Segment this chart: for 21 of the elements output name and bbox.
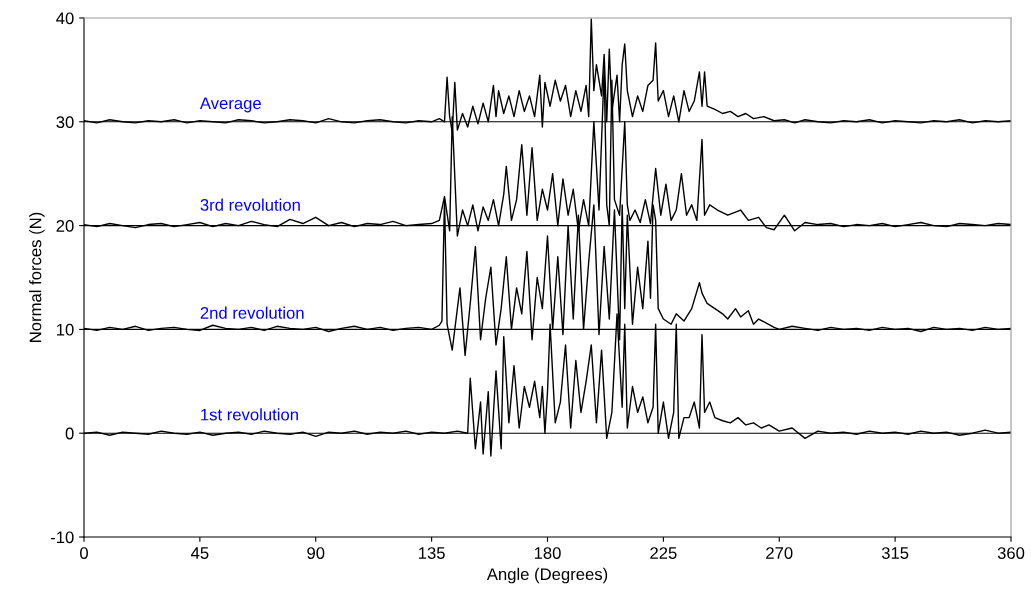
y-tick-label: 10 xyxy=(57,323,74,336)
x-axis-title: Angle (Degrees) xyxy=(486,567,608,584)
x-tick-label: 270 xyxy=(766,547,793,559)
x-tick-label: 315 xyxy=(881,547,909,559)
y-tick-label: -10 xyxy=(50,531,74,544)
series-label: Average xyxy=(199,97,261,113)
y-tick-label: 20 xyxy=(56,220,74,232)
x-tick-label: 0 xyxy=(80,547,88,559)
x-tick-label: 45 xyxy=(190,547,209,559)
y-tick-label: 30 xyxy=(56,116,74,128)
y-tick-label: 0 xyxy=(65,427,74,440)
series-label: 1st revolution xyxy=(201,408,298,421)
x-tick-label: 135 xyxy=(418,547,445,559)
x-tick-label: 90 xyxy=(307,547,325,559)
x-tick-label: 225 xyxy=(650,547,677,559)
x-tick-label: 180 xyxy=(534,547,561,559)
y-axis-title: Normal forces (N) xyxy=(29,212,45,342)
series-label: 2nd revolution xyxy=(200,306,304,319)
x-tick-label: 360 xyxy=(997,547,1025,559)
y-tick-label: 40 xyxy=(56,12,74,25)
series-label: 3rd revolution xyxy=(200,198,300,211)
